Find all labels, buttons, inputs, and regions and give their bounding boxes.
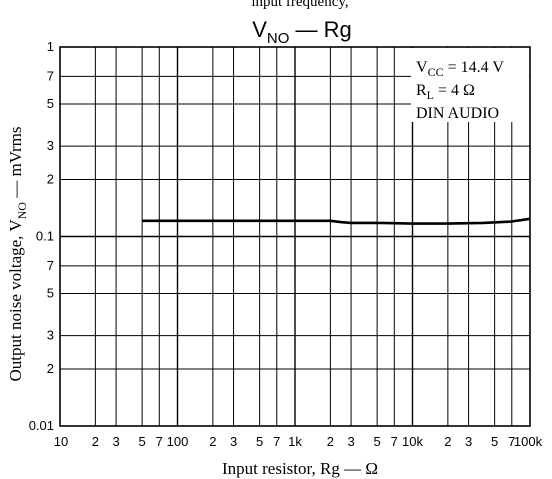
condition-main: DIN AUDIO	[416, 105, 499, 122]
x-tick-label: 10	[54, 434, 68, 449]
conditions-box	[411, 48, 529, 122]
x-tick-label: 2	[92, 434, 99, 449]
x-tick-label: 3	[347, 434, 354, 449]
chart-title-main: V	[252, 17, 267, 42]
condition-main: V	[416, 59, 428, 76]
y-tick-label: 3	[47, 328, 54, 343]
y-axis-label: Output noise voltage, VNO — mVrms	[6, 127, 29, 382]
x-tick-label: 2	[444, 434, 451, 449]
y-tick-label: 2	[47, 361, 54, 376]
condition-line: RL = 4 Ω	[416, 82, 475, 102]
y-tick-labels: 0.01 2 3 5 7 0.1 2 3 5 7 1	[29, 39, 54, 433]
chart-title-rest: — Rg	[289, 17, 351, 42]
y-tick-label: 7	[47, 68, 54, 83]
plot-frame	[59, 46, 531, 427]
y-tick-label: 5	[47, 96, 54, 111]
condition-line: DIN AUDIO	[416, 105, 499, 122]
y-axis-label-prefix: Output noise voltage, V	[6, 219, 25, 382]
x-tick-label: 3	[112, 434, 119, 449]
x-tick-label: 7	[508, 434, 515, 449]
x-tick-label: 3	[230, 434, 237, 449]
chart-title-sub: NO	[267, 30, 290, 47]
x-tick-label: 7	[156, 434, 163, 449]
condition-rest: = 14.4 V	[444, 59, 505, 76]
x-tick-label: 100k	[514, 434, 543, 449]
x-tick-label: 10k	[402, 434, 423, 449]
x-tick-label: 2	[209, 434, 216, 449]
x-tick-label: 5	[491, 434, 498, 449]
y-axis-label-rest: — mVrms	[6, 127, 25, 202]
y-axis-label-sub: NO	[15, 202, 29, 220]
conditions-legend: VCC = 14.4 V RL = 4 Ω DIN AUDIO	[416, 59, 504, 122]
x-tick-label: 7	[391, 434, 398, 449]
x-tick-label: 5	[374, 434, 381, 449]
y-tick-label: 1	[47, 39, 54, 54]
x-tick-label: 2	[327, 434, 334, 449]
condition-sub: L	[427, 88, 434, 102]
y-tick-label: 0.01	[29, 418, 54, 433]
y-tick-label: 2	[47, 171, 54, 186]
noise-voltage-curve	[142, 217, 531, 225]
grid	[60, 47, 530, 426]
x-tick-label: 100	[167, 434, 189, 449]
y-tick-label: 7	[47, 258, 54, 273]
x-axis-label: Input resistor, Rg — Ω	[222, 459, 378, 478]
condition-line: VCC = 14.4 V	[416, 59, 504, 79]
header-text: input frequency,	[251, 0, 348, 10]
chart-title: VNO — Rg	[252, 17, 352, 47]
condition-rest: = 4 Ω	[434, 82, 475, 99]
y-tick-label: 3	[47, 138, 54, 153]
x-tick-label: 3	[465, 434, 472, 449]
y-tick-label: 0.1	[36, 229, 54, 244]
condition-main: R	[416, 82, 427, 99]
y-tick-label: 5	[47, 286, 54, 301]
series-layer	[142, 217, 531, 225]
x-tick-label: 5	[139, 434, 146, 449]
x-tick-label: 5	[256, 434, 263, 449]
x-tick-label: 1k	[288, 434, 302, 449]
condition-sub: CC	[428, 65, 444, 79]
x-tick-label: 7	[273, 434, 280, 449]
